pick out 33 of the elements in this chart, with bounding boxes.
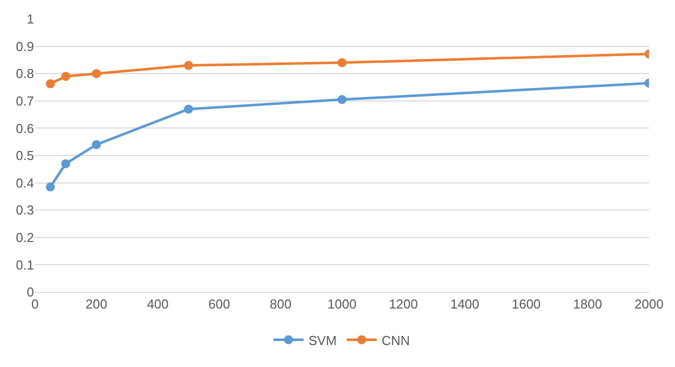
point [92,69,101,78]
x-tick-label: 2000 [634,296,664,312]
y-tick-label: 0.6 [16,120,34,136]
y-tick-label: 0.8 [16,66,34,82]
x-tick-label: 1000 [328,296,356,312]
point [61,159,70,168]
point [184,104,193,114]
y-tick-label: 0.3 [16,202,34,218]
point [92,140,101,150]
point [61,72,70,81]
point [338,58,346,68]
y-tick-label: 1 [26,12,34,27]
x-tick-label: 1600 [512,296,541,312]
x-tick-label: 800 [270,296,292,312]
point [338,95,346,104]
point [184,60,193,70]
y-tick-label: 0 [26,284,34,300]
x-tick-label: 1400 [450,296,480,312]
x-tick-label: 600 [208,296,230,312]
y-tick-label: 0.4 [16,175,34,190]
x-tick-label: 200 [86,296,108,312]
y-tick-label: 0.1 [16,257,34,272]
point [46,182,55,192]
y-tick-label: 0.7 [16,93,34,108]
x-tick-label: 1200 [388,296,418,312]
legend-label: CNN [382,332,410,348]
x-tick-label: 1800 [573,296,602,312]
y-tick-label: 0.2 [16,230,34,245]
y-tick-label: 0.5 [16,148,34,164]
point [46,79,55,88]
y-tick-label: 0.9 [16,38,34,54]
x-tick-label: 400 [146,296,169,312]
legend-label: SVM [308,332,337,348]
